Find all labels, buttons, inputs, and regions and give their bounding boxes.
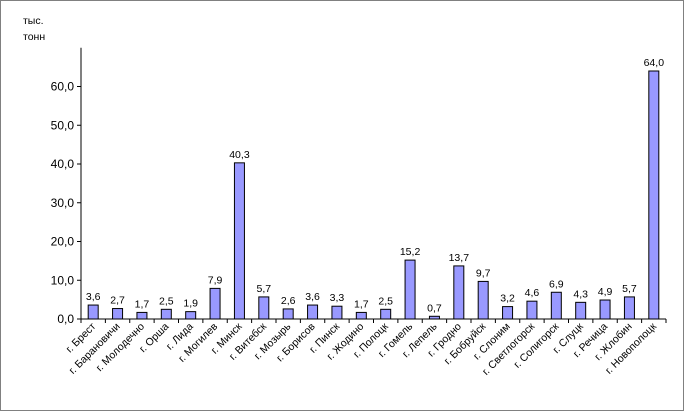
- bar-value-label: 0,7: [427, 302, 442, 314]
- y-unit-line1: тыс.: [23, 15, 44, 27]
- bar: [282, 308, 294, 320]
- bar-value-label: 5,7: [257, 283, 272, 295]
- bar-value-label: 4,3: [573, 288, 588, 300]
- y-ticks: 0,0 10,0 20,0 30,0 40,0 50,0 60,0: [51, 80, 81, 326]
- bar-value-label: 2,5: [159, 295, 174, 307]
- bar: [477, 280, 489, 320]
- y-tick-label: 60,0: [51, 80, 75, 94]
- bar: [550, 291, 562, 320]
- bar-value-label: 2,6: [281, 295, 296, 307]
- bar-value-label: 2,7: [110, 295, 125, 307]
- bar-value-label: 1,7: [354, 298, 369, 310]
- y-unit-line2: тонн: [23, 31, 46, 43]
- y-tick-label: 20,0: [51, 235, 75, 249]
- y-tick-label: 50,0: [51, 118, 75, 132]
- bar: [355, 311, 367, 320]
- bar-value-label: 1,7: [135, 298, 150, 310]
- bar: [307, 304, 319, 320]
- bar: [599, 299, 611, 320]
- bar-value-label: 3,6: [305, 291, 320, 303]
- bar: [575, 301, 587, 320]
- bar: [526, 300, 538, 320]
- bar: [112, 308, 124, 320]
- bar-value-label: 3,3: [330, 292, 345, 304]
- bar-value-label: 2,5: [378, 295, 393, 307]
- bar: [648, 70, 660, 320]
- y-tick-label: 40,0: [51, 157, 75, 171]
- bar-value-label: 40,3: [229, 149, 250, 161]
- bar-value-label: 1,9: [183, 298, 198, 310]
- bar: [258, 296, 270, 320]
- y-tick-label: 30,0: [51, 196, 75, 210]
- bar-value-label: 15,2: [400, 246, 421, 258]
- value-labels: 3,6 2,7 1,7 2,5 1,9 7,9 40,3 5,7 2,6 3,6 3,3 1,7 2,5…: [86, 57, 664, 314]
- bar: [87, 304, 99, 320]
- bar-value-label: 64,0: [644, 57, 665, 69]
- bar: [209, 287, 221, 320]
- bars: [87, 70, 660, 320]
- bar: [623, 296, 635, 320]
- bar-value-label: 6,9: [549, 278, 564, 290]
- bar-value-label: 7,9: [208, 274, 223, 286]
- y-tick-label: 0,0: [57, 312, 74, 326]
- bar: [502, 306, 514, 320]
- bar-value-label: 4,9: [598, 286, 613, 298]
- axes: [80, 47, 667, 323]
- bar: [428, 315, 440, 320]
- bar: [453, 265, 465, 320]
- bar: [136, 311, 148, 320]
- bar: [185, 311, 197, 320]
- y-tick-label: 10,0: [51, 273, 75, 287]
- bar: [160, 308, 172, 320]
- bar-value-label: 4,6: [525, 287, 540, 299]
- bar: [380, 308, 392, 320]
- bar-value-label: 9,7: [476, 267, 491, 279]
- bar: [233, 162, 245, 320]
- bar-value-label: 3,6: [86, 291, 101, 303]
- bar-value-label: 3,2: [500, 293, 515, 305]
- bar: [404, 259, 416, 320]
- bar-value-label: 13,7: [449, 252, 470, 264]
- bar-value-label: 5,7: [622, 283, 637, 295]
- bar: [331, 305, 343, 320]
